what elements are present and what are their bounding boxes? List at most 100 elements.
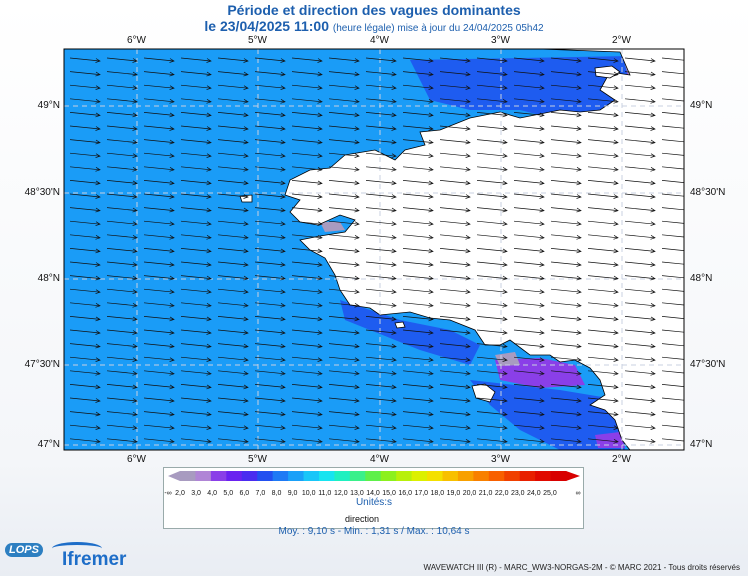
direction-arrow xyxy=(550,180,582,186)
direction-arrow xyxy=(513,370,545,376)
direction-arrow xyxy=(365,71,397,77)
direction-arrow xyxy=(587,261,619,267)
legend-unit: Unités:s xyxy=(355,497,393,508)
direction-arrow xyxy=(291,329,323,335)
direction-arrow xyxy=(180,125,212,131)
direction-arrow xyxy=(217,152,249,159)
direction-arrow xyxy=(402,139,434,145)
direction-arrow xyxy=(439,356,471,363)
direction-arrow xyxy=(661,234,684,238)
direction-arrow xyxy=(513,316,545,322)
direction-arrow xyxy=(143,98,175,104)
direction-arrow xyxy=(180,343,212,349)
direction-arrow xyxy=(365,384,397,390)
direction-arrow xyxy=(291,220,323,227)
direction-arrow xyxy=(587,71,619,77)
direction-arrow xyxy=(69,166,101,172)
direction-arrow xyxy=(180,71,212,77)
direction-arrow xyxy=(291,125,323,131)
direction-arrow xyxy=(328,302,360,308)
lon-label-top: 4°W xyxy=(370,35,389,46)
direction-arrow xyxy=(513,329,545,335)
direction-arrow xyxy=(69,234,101,240)
direction-arrow xyxy=(143,84,175,91)
direction-arrow xyxy=(69,112,101,118)
direction-arrow xyxy=(513,112,545,118)
direction-arrow xyxy=(476,220,508,227)
direction-arrow xyxy=(439,220,471,227)
direction-arrow xyxy=(365,438,397,444)
direction-arrow xyxy=(550,261,582,267)
direction-arrow xyxy=(476,166,508,172)
direction-arrow xyxy=(291,397,323,403)
direction-arrow xyxy=(624,397,656,403)
direction-arrow xyxy=(217,207,249,213)
direction-arrow xyxy=(587,384,619,390)
direction-arrow xyxy=(328,438,360,444)
direction-arrow xyxy=(550,356,582,363)
direction-arrow xyxy=(513,207,545,213)
direction-arrow xyxy=(143,411,175,417)
direction-arrow xyxy=(217,166,249,172)
direction-arrow xyxy=(661,329,684,333)
direction-arrow xyxy=(69,84,101,91)
direction-arrow xyxy=(661,57,684,61)
direction-arrow xyxy=(254,370,286,376)
direction-arrow xyxy=(439,57,471,63)
direction-arrow xyxy=(661,384,684,387)
direction-arrow xyxy=(476,343,508,349)
direction-arrow xyxy=(476,261,508,267)
direction-arrow xyxy=(624,288,656,295)
direction-arrow xyxy=(365,84,397,91)
direction-arrow xyxy=(69,343,101,349)
direction-arrow xyxy=(217,98,249,104)
direction-arrow xyxy=(402,275,434,281)
direction-arrow xyxy=(106,302,138,308)
direction-arrow xyxy=(365,424,397,431)
direction-arrow xyxy=(476,84,508,91)
lat-label-right: 47°30'N xyxy=(690,359,726,370)
direction-arrow xyxy=(513,302,545,308)
direction-arrow xyxy=(365,397,397,403)
direction-arrow xyxy=(328,207,360,213)
direction-arrow xyxy=(513,220,545,227)
direction-arrow xyxy=(143,166,175,172)
direction-arrow xyxy=(513,125,545,131)
direction-arrow xyxy=(587,248,619,254)
direction-arrow xyxy=(402,112,434,118)
direction-arrow xyxy=(624,248,656,254)
direction-arrow xyxy=(254,424,286,431)
direction-arrow xyxy=(661,152,684,156)
direction-arrow xyxy=(439,193,471,199)
direction-arrow xyxy=(624,370,656,376)
direction-arrow xyxy=(439,370,471,376)
direction-arrow xyxy=(143,302,175,308)
direction-arrow xyxy=(513,248,545,254)
direction-arrow xyxy=(476,193,508,199)
direction-arrow xyxy=(365,329,397,335)
lon-label-bottom: 3°W xyxy=(491,454,510,465)
direction-arrow xyxy=(291,207,323,213)
direction-arrow xyxy=(69,356,101,363)
direction-arrow xyxy=(254,384,286,390)
direction-arrow xyxy=(143,112,175,118)
direction-arrow xyxy=(476,329,508,335)
direction-arrow xyxy=(143,424,175,431)
direction-arrow xyxy=(476,180,508,186)
direction-arrow xyxy=(106,193,138,199)
direction-arrow xyxy=(328,261,360,267)
subtitle-date: le 23/04/2025 11:00 xyxy=(204,18,329,34)
direction-arrow xyxy=(587,220,619,227)
direction-arrow xyxy=(69,152,101,159)
direction-arrow xyxy=(365,220,397,227)
direction-arrow xyxy=(143,71,175,77)
direction-arrow xyxy=(217,356,249,363)
direction-arrow xyxy=(291,438,323,444)
direction-arrow xyxy=(365,261,397,267)
direction-arrow xyxy=(661,84,684,88)
direction-arrow xyxy=(587,207,619,213)
direction-arrow xyxy=(69,180,101,186)
direction-arrow xyxy=(328,356,360,363)
direction-arrow xyxy=(365,193,397,199)
direction-arrow xyxy=(550,207,582,213)
